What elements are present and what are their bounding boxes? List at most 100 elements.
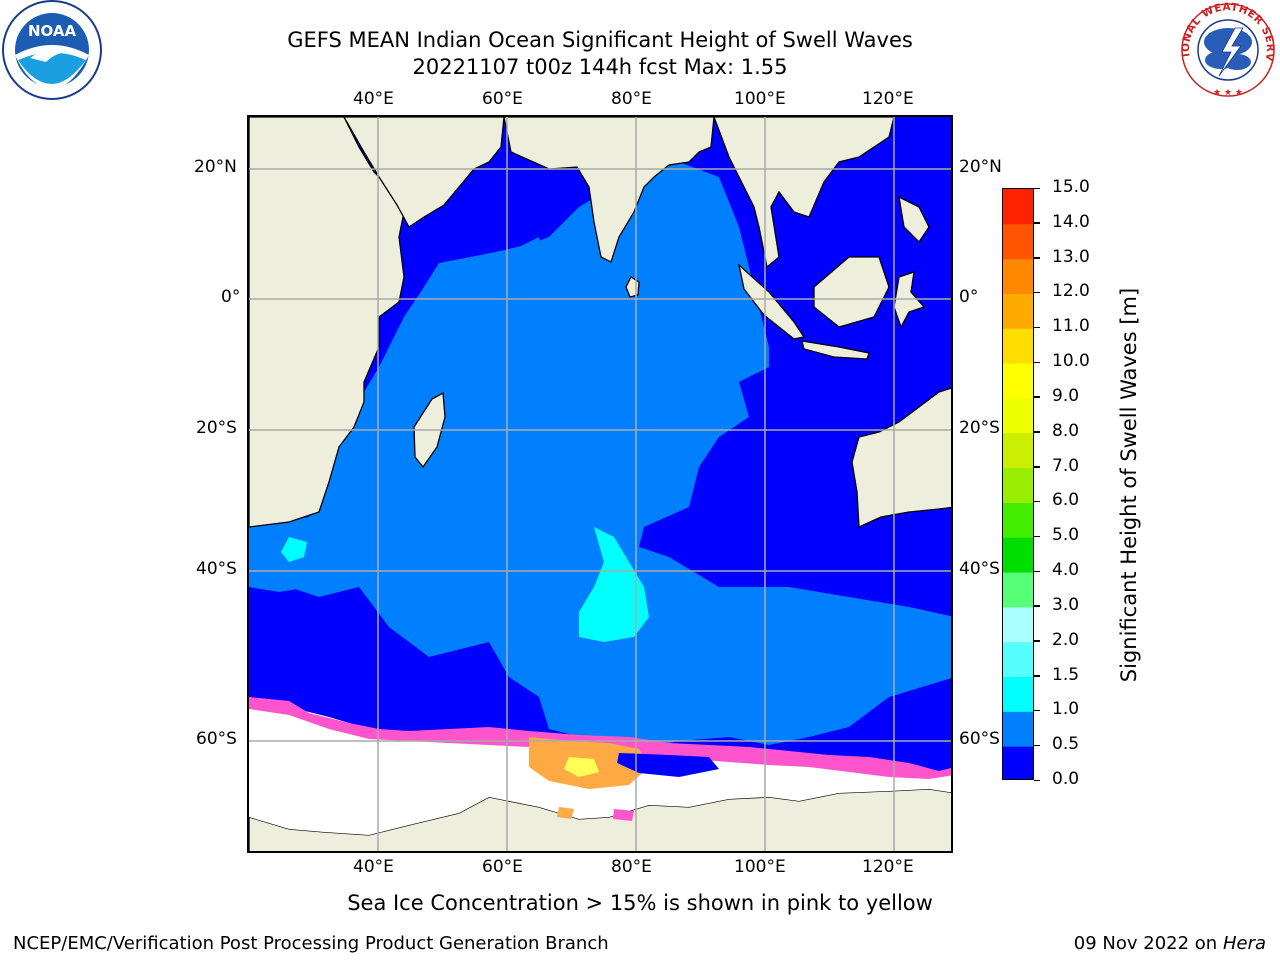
lat-label-left: 60°S xyxy=(196,729,237,749)
sea-ice-patch-small xyxy=(557,807,574,819)
colorbar-swatch xyxy=(1003,572,1033,608)
sea-ice-concentration-yellow xyxy=(564,757,599,777)
national-weather-service-logo: NATIONAL WEATHER SERVICE ★ ★ ★ xyxy=(1175,0,1276,98)
colorbar-tick xyxy=(1034,466,1040,468)
colorbar-swatches xyxy=(1003,189,1033,779)
colorbar-level-label: 5.0 xyxy=(1052,525,1080,546)
lat-label-left: 40°S xyxy=(196,559,237,579)
colorbar-swatch xyxy=(1003,606,1033,643)
colorbar-level-label: 4.0 xyxy=(1052,560,1080,581)
lon-label-top: 80°E xyxy=(611,89,652,109)
sea-ice-low-swell-gap xyxy=(617,753,719,777)
colorbar-title: Significant Height of Swell Waves [m] xyxy=(1117,287,1141,683)
colorbar-swatch xyxy=(1003,641,1033,678)
lon-label-top: 100°E xyxy=(734,89,786,109)
date-text: 09 Nov 2022 on xyxy=(1073,933,1218,954)
se-asia-land xyxy=(713,117,895,269)
wave-height-map xyxy=(249,117,951,851)
arabia-land xyxy=(343,117,505,228)
lat-label-left: 20°N xyxy=(194,157,237,177)
colorbar-level-label: 3.0 xyxy=(1052,594,1080,615)
colorbar-level-label: 13.0 xyxy=(1052,246,1090,267)
lat-label-left: 0° xyxy=(221,287,241,307)
colorbar-tick xyxy=(1034,535,1040,538)
colorbar-level-label: 1.5 xyxy=(1052,664,1080,685)
lon-label-bottom: 80°E xyxy=(611,857,652,877)
colorbar-swatch xyxy=(1003,258,1033,294)
colorbar-tick xyxy=(1034,500,1040,503)
colorbar-tick xyxy=(1034,431,1040,433)
colorbar-swatch xyxy=(1003,467,1033,503)
india-land xyxy=(503,117,715,263)
colorbar-swatch xyxy=(1003,223,1033,260)
colorbar-swatch xyxy=(1003,676,1033,712)
colorbar-swatch xyxy=(1003,502,1033,538)
swell-0.5-1m-arabian xyxy=(444,237,549,292)
map-panel xyxy=(247,115,953,853)
colorbar-level-label: 6.0 xyxy=(1052,490,1080,511)
lon-label-top: 40°E xyxy=(353,89,394,109)
colorbar-tick xyxy=(1034,640,1040,642)
colorbar-level-label: 12.0 xyxy=(1052,281,1090,302)
colorbar-swatch xyxy=(1003,711,1033,747)
svg-text:NOAA: NOAA xyxy=(28,22,77,40)
colorbar-level-label: 9.0 xyxy=(1052,385,1080,406)
colorbar-tick xyxy=(1034,605,1040,607)
colorbar-level-label: 15.0 xyxy=(1052,177,1090,197)
machine-name: Hera xyxy=(1222,933,1266,954)
colorbar-swatch xyxy=(1003,189,1033,225)
colorbar-level-label: 1.0 xyxy=(1052,699,1080,720)
colorbar-tick xyxy=(1034,222,1040,224)
lon-label-bottom: 100°E xyxy=(734,857,786,877)
colorbar-tick xyxy=(1034,326,1040,329)
swell-1-1.5m-patch-west xyxy=(281,537,307,562)
lat-label-right: 20°S xyxy=(959,418,1000,438)
colorbar-level-label: 11.0 xyxy=(1052,316,1090,337)
colorbar-swatch xyxy=(1003,537,1033,573)
sea-ice-patch-small-2 xyxy=(613,809,634,821)
colorbar-tick xyxy=(1034,187,1040,189)
colorbar-tick xyxy=(1034,744,1040,747)
colorbar-swatch xyxy=(1003,746,1033,779)
colorbar-tick xyxy=(1034,396,1040,398)
lat-label-right: 20°N xyxy=(959,157,1002,177)
sea-ice-note: Sea Ice Concentration > 15% is shown in … xyxy=(347,891,933,915)
colorbar-swatch xyxy=(1003,293,1033,329)
lon-label-bottom: 60°E xyxy=(482,857,523,877)
lat-label-right: 0° xyxy=(959,287,979,307)
colorbar-level-label: 8.0 xyxy=(1052,420,1080,441)
colorbar-tick xyxy=(1034,570,1040,573)
colorbar-level-label: 0.5 xyxy=(1052,734,1080,755)
colorbar xyxy=(1002,188,1034,780)
lon-label-top: 120°E xyxy=(862,89,914,109)
australia-land xyxy=(851,387,951,528)
credit-text: NCEP/EMC/Verification Post Processing Pr… xyxy=(13,933,609,954)
colorbar-tick xyxy=(1034,779,1040,781)
chart-subtitle: 20221107 t00z 144h fcst Max: 1.55 xyxy=(412,55,788,79)
java-land xyxy=(801,340,870,360)
colorbar-level-label: 14.0 xyxy=(1052,211,1090,232)
colorbar-tick xyxy=(1034,709,1040,712)
colorbar-level-label: 10.0 xyxy=(1052,351,1090,372)
colorbar-level-label: 7.0 xyxy=(1052,455,1080,476)
lat-label-right: 60°S xyxy=(959,729,1000,749)
borneo-land xyxy=(813,256,890,328)
graticule xyxy=(249,117,951,851)
svg-text:★ ★ ★: ★ ★ ★ xyxy=(1213,88,1243,98)
colorbar-swatch xyxy=(1003,397,1033,434)
colorbar-swatch xyxy=(1003,363,1033,399)
sumatra-land xyxy=(737,263,806,340)
lon-label-bottom: 120°E xyxy=(862,857,914,877)
date-stamp: 09 Nov 2022 on Hera xyxy=(1074,933,1266,954)
philippines-land xyxy=(898,195,930,244)
colorbar-level-label: 0.0 xyxy=(1052,769,1080,789)
swell-1-1.5m-patch xyxy=(579,527,649,642)
lon-label-bottom: 40°E xyxy=(353,857,394,877)
lon-label-top: 60°E xyxy=(482,89,523,109)
colorbar-swatch xyxy=(1003,328,1033,364)
noaa-logo: NOAA xyxy=(2,0,102,100)
lat-label-right: 40°S xyxy=(959,559,1000,579)
colorbar-tick xyxy=(1034,257,1040,259)
chart-title: GEFS MEAN Indian Ocean Significant Heigh… xyxy=(287,28,913,52)
colorbar-tick xyxy=(1034,291,1040,294)
